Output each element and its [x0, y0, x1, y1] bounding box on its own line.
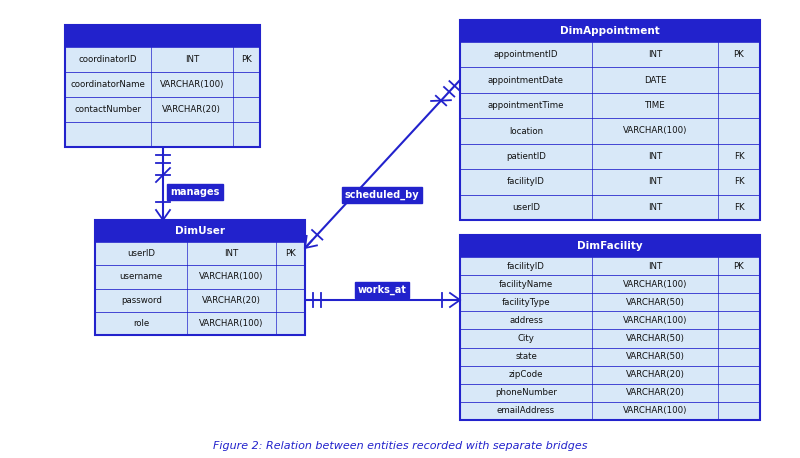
Bar: [460, 67, 760, 93]
Text: appointmentID: appointmentID: [494, 50, 558, 59]
Bar: [460, 42, 760, 67]
Text: PK: PK: [734, 50, 744, 59]
Text: DimUser: DimUser: [175, 226, 225, 236]
Text: contactNumber: contactNumber: [74, 105, 142, 114]
Text: password: password: [121, 295, 162, 305]
Text: role: role: [133, 319, 150, 328]
Bar: [460, 93, 760, 118]
Bar: [95, 289, 305, 312]
Text: VARCHAR(100): VARCHAR(100): [623, 406, 687, 415]
Bar: [460, 311, 760, 329]
Bar: [65, 122, 260, 147]
Bar: [65, 25, 260, 147]
Text: facilityName: facilityName: [499, 280, 553, 289]
Text: INT: INT: [185, 55, 199, 64]
Text: City: City: [518, 334, 534, 343]
Text: INT: INT: [224, 249, 238, 258]
Text: VARCHAR(50): VARCHAR(50): [626, 298, 685, 307]
Text: appointmentDate: appointmentDate: [488, 76, 564, 85]
Text: INT: INT: [648, 203, 662, 212]
Bar: [95, 220, 305, 335]
Text: location: location: [509, 126, 543, 136]
Text: DimAppointment: DimAppointment: [560, 26, 660, 36]
Text: VARCHAR(100): VARCHAR(100): [199, 319, 264, 328]
Text: facilityID: facilityID: [507, 177, 545, 186]
Text: scheduled_by: scheduled_by: [345, 190, 419, 200]
Text: PK: PK: [734, 262, 744, 271]
Text: INT: INT: [648, 177, 662, 186]
Bar: [460, 20, 760, 220]
Text: facilityType: facilityType: [502, 298, 550, 307]
Text: FK: FK: [734, 177, 744, 186]
Text: VARCHAR(20): VARCHAR(20): [202, 295, 261, 305]
Text: INT: INT: [648, 152, 662, 161]
Bar: [65, 25, 260, 47]
Text: VARCHAR(20): VARCHAR(20): [626, 388, 685, 398]
Text: VARCHAR(50): VARCHAR(50): [626, 352, 685, 361]
Bar: [460, 144, 760, 169]
Text: VARCHAR(100): VARCHAR(100): [199, 273, 264, 281]
Bar: [460, 365, 760, 384]
Text: DimFacility: DimFacility: [577, 241, 643, 251]
Text: address: address: [509, 316, 543, 325]
Bar: [95, 265, 305, 289]
Text: facilityID: facilityID: [507, 262, 545, 271]
Text: appointmentTime: appointmentTime: [488, 101, 564, 110]
Text: coordinatorName: coordinatorName: [70, 80, 146, 89]
Text: FK: FK: [734, 203, 744, 212]
Text: userID: userID: [512, 203, 540, 212]
Text: username: username: [119, 273, 163, 281]
Text: VARCHAR(100): VARCHAR(100): [623, 280, 687, 289]
Text: PK: PK: [241, 55, 252, 64]
Text: PK: PK: [285, 249, 296, 258]
Bar: [65, 72, 260, 97]
Bar: [460, 20, 760, 42]
Bar: [460, 348, 760, 365]
Text: Figure 2: Relation between entities recorded with separate bridges: Figure 2: Relation between entities reco…: [213, 441, 587, 451]
Text: manages: manages: [170, 187, 220, 197]
Text: VARCHAR(100): VARCHAR(100): [159, 80, 224, 89]
Bar: [460, 402, 760, 420]
Bar: [460, 275, 760, 293]
Bar: [95, 242, 305, 265]
Text: phoneNumber: phoneNumber: [495, 388, 557, 398]
Text: VARCHAR(20): VARCHAR(20): [626, 370, 685, 379]
Text: VARCHAR(20): VARCHAR(20): [162, 105, 221, 114]
Text: DATE: DATE: [644, 76, 666, 85]
Text: userID: userID: [127, 249, 155, 258]
Text: emailAddress: emailAddress: [497, 406, 555, 415]
Text: INT: INT: [648, 262, 662, 271]
Bar: [65, 97, 260, 122]
Text: VARCHAR(100): VARCHAR(100): [623, 316, 687, 325]
Text: VARCHAR(50): VARCHAR(50): [626, 334, 685, 343]
Bar: [460, 235, 760, 257]
Bar: [460, 384, 760, 402]
Bar: [95, 312, 305, 335]
Text: zipCode: zipCode: [509, 370, 543, 379]
Bar: [460, 257, 760, 275]
Bar: [460, 118, 760, 144]
Text: coordinatorID: coordinatorID: [78, 55, 137, 64]
Bar: [460, 235, 760, 420]
Text: VARCHAR(100): VARCHAR(100): [623, 126, 687, 136]
Text: TIME: TIME: [645, 101, 666, 110]
Bar: [460, 329, 760, 348]
Text: patientID: patientID: [506, 152, 546, 161]
Text: works_at: works_at: [358, 285, 406, 295]
Text: INT: INT: [648, 50, 662, 59]
Bar: [95, 220, 305, 242]
Bar: [65, 47, 260, 72]
Bar: [460, 169, 760, 195]
Bar: [460, 293, 760, 311]
Text: state: state: [515, 352, 537, 361]
Bar: [460, 195, 760, 220]
Text: FK: FK: [734, 152, 744, 161]
